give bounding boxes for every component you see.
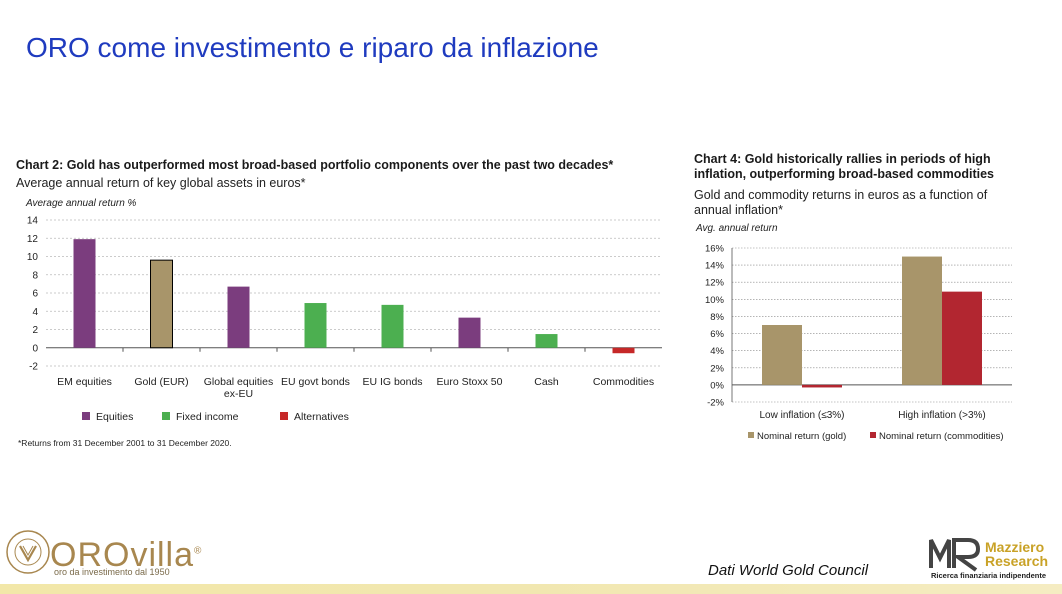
chart2-x-tick-label: Commodities — [593, 376, 654, 388]
chart2-bar-cash — [535, 334, 558, 348]
chart2-y-tick-label: 12 — [27, 234, 39, 245]
mazziero-name: Mazziero Research — [985, 539, 1049, 569]
chart2-y-tick-label: 4 — [32, 307, 38, 318]
chart2-legend-swatch — [280, 412, 288, 420]
chart4-title: Chart 4: Gold historically rallies in pe… — [694, 152, 995, 181]
chart2-subtitle: Average annual return of key global asse… — [16, 176, 306, 190]
chart2-x-tick-label: Euro Stoxx 50 — [437, 376, 503, 388]
chart2-y-tick-label: 8 — [32, 270, 38, 281]
chart4-subtitle: Gold and commodity returns in euros as a… — [694, 188, 988, 216]
chart4-legend-swatch — [748, 432, 754, 438]
chart2-bar-gold-eur- — [150, 259, 173, 349]
chart2-y-tick-label: 10 — [27, 252, 39, 263]
chart4-y-tick-label: 12% — [705, 278, 725, 289]
chart4-y-tick-label: 6% — [710, 329, 724, 340]
chart2-footnote: *Returns from 31 December 2001 to 31 Dec… — [18, 438, 232, 448]
chart2-bar-eu-ig-bonds — [381, 304, 404, 348]
mazziero-logo-icon — [929, 538, 981, 572]
chart2-x-tick-label: Cash — [534, 376, 559, 388]
chart4-y-tick-label: 0% — [710, 380, 724, 391]
chart2-bar-em-equities — [73, 239, 96, 348]
chart4-bar-gold — [762, 325, 802, 385]
chart2-bar-global-equities-ex-eu — [227, 286, 250, 348]
chart2-y-tick-label: -2 — [29, 362, 38, 373]
chart4-y-tick-label: 8% — [710, 312, 724, 323]
chart2-legend-label: Alternatives — [294, 411, 349, 423]
data-source: Dati World Gold Council — [708, 562, 869, 579]
chart4-x-tick-label: High inflation (>3%) — [898, 410, 986, 421]
chart4-x-tick-label: Low inflation (≤3%) — [760, 410, 845, 421]
chart4-y-axis-label: Avg. annual return — [696, 223, 778, 234]
chart2-legend-swatch — [162, 412, 170, 420]
chart4-panel: 16% 14% 12% 10% 8% 6% 4% 2% 0% -2% Low inflation (… — [692, 152, 1032, 452]
chart2-y-tick-label: 6 — [32, 289, 38, 300]
chart2-title: Chart 2: Gold has outperformed most broa… — [16, 158, 614, 172]
chart4-legend-label: Nominal return (commodities) — [879, 431, 1004, 442]
chart4-legend-label: Nominal return (gold) — [757, 431, 846, 442]
chart4-y-tick-label: 2% — [710, 363, 724, 374]
chart2-plot: 14 12 10 8 6 4 2 0 -2 EM equities Gold (EUR) Global… — [27, 216, 662, 423]
chart2-x-tick-label: EU IG bonds — [362, 376, 422, 388]
chart2-x-tick-label: Global equities — [204, 376, 273, 388]
chart2-x-tick-label: EM equities — [57, 376, 112, 388]
chart4-y-tick-label: 16% — [705, 244, 725, 255]
chart2-panel: 14 12 10 8 6 4 2 0 -2 EM equities Gold (EUR) Global… — [16, 154, 670, 454]
orovilla-brand: OROvilla® — [50, 536, 203, 574]
chart2-x-tick-label: ex-EU — [224, 388, 253, 400]
chart2-bar-eu-govt-bonds — [304, 303, 327, 348]
chart2-x-tick-label: EU govt bonds — [281, 376, 350, 388]
bottom-bar — [0, 584, 1062, 594]
chart2-y-axis-label: Average annual return % — [26, 198, 137, 209]
chart4-bar-commodities — [942, 291, 982, 385]
mazziero-tagline: Ricerca finanziaria indipendente — [931, 571, 1047, 580]
chart4-y-tick-label: 4% — [710, 346, 724, 357]
orovilla-tagline: oro da investimento dal 1950 — [54, 567, 170, 577]
chart4-y-tick-label: 14% — [705, 261, 725, 272]
chart2-y-tick-label: 14 — [27, 216, 39, 227]
chart2-legend-label: Equities — [96, 411, 133, 423]
chart2-bar-euro-stoxx-50 — [458, 317, 481, 348]
chart2-bar-commodities — [612, 347, 635, 354]
slide-title: ORO come investimento e riparo da inflaz… — [26, 32, 599, 63]
chart4-y-tick-label: 10% — [705, 295, 725, 306]
orovilla-seal-icon — [6, 530, 50, 574]
chart4-plot: 16% 14% 12% 10% 8% 6% 4% 2% 0% -2% Low inflation (… — [705, 244, 1012, 442]
chart2-legend-label: Fixed income — [176, 411, 239, 423]
chart4-legend-swatch — [870, 432, 876, 438]
chart4-y-tick-label: -2% — [707, 398, 724, 409]
chart2-legend-swatch — [82, 412, 90, 420]
chart2-x-tick-label: Gold (EUR) — [134, 376, 188, 388]
chart4-bar-gold — [902, 256, 942, 385]
chart4-bar-commodities — [802, 384, 842, 388]
chart2-y-tick-label: 0 — [32, 343, 38, 354]
chart2-y-tick-label: 2 — [32, 325, 38, 336]
